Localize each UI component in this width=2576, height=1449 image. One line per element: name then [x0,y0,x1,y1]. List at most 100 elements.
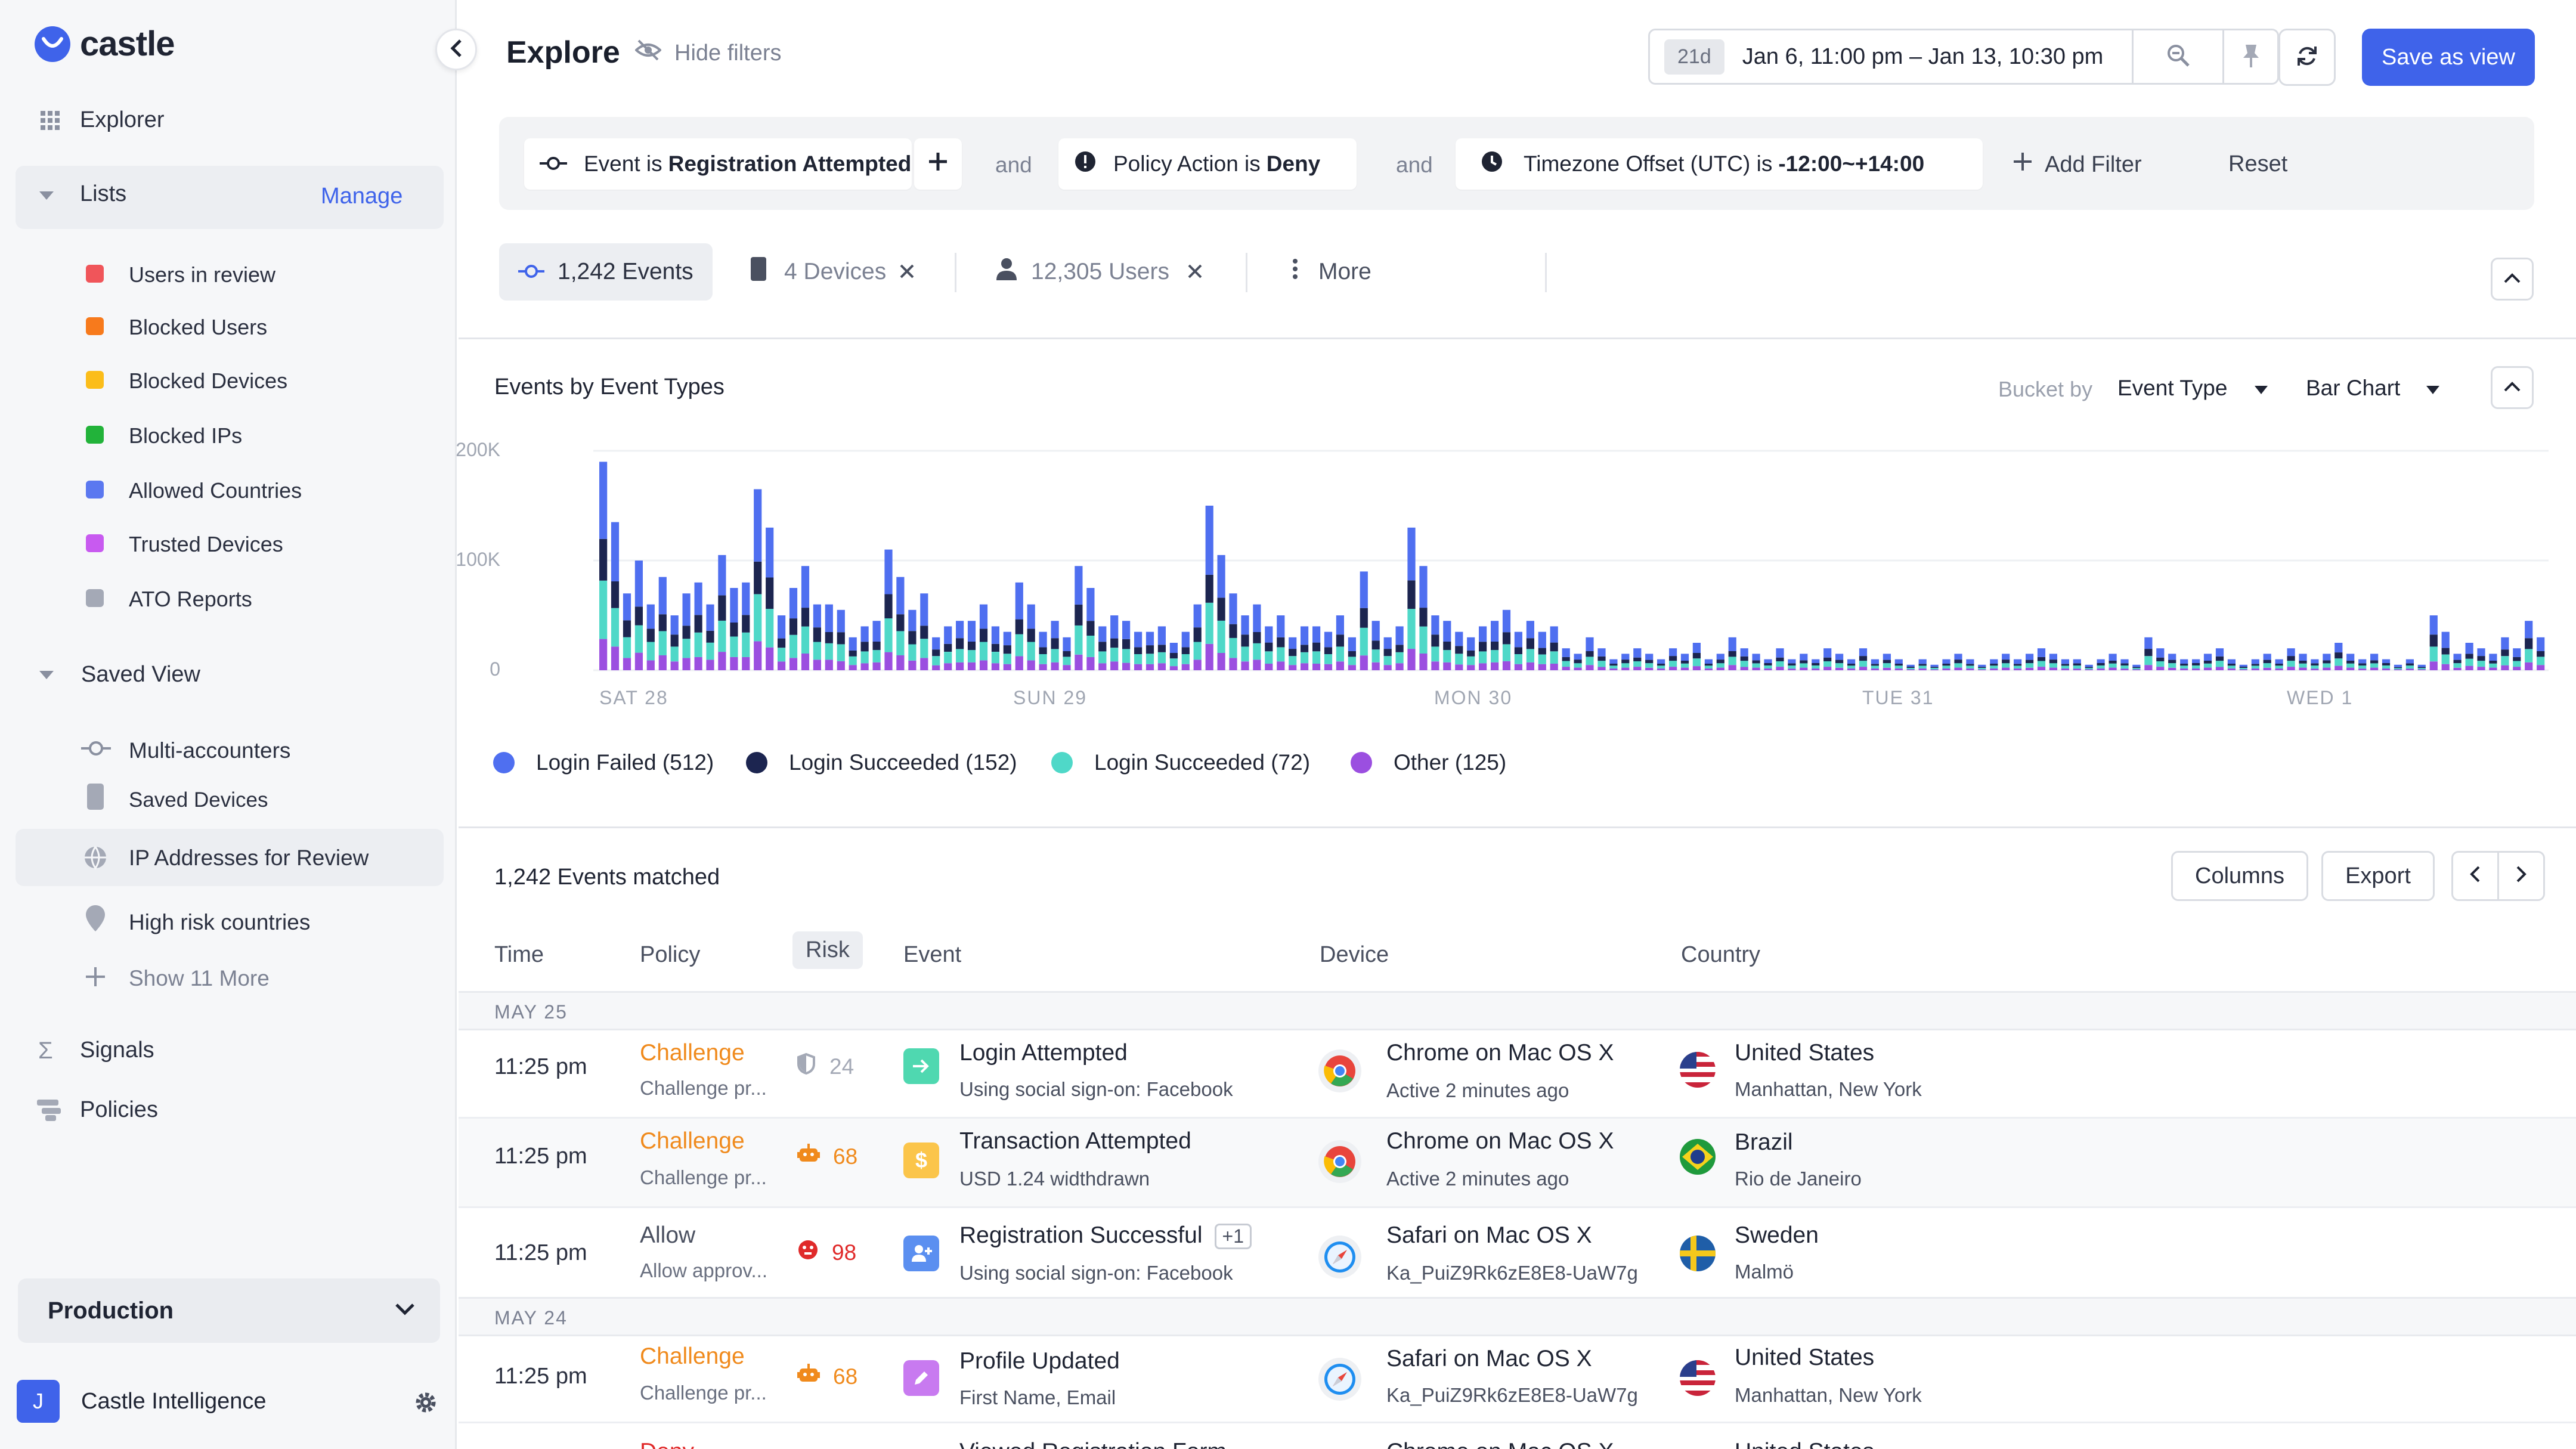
bar-stack[interactable] [1740,648,1748,670]
bar-stack[interactable] [1918,659,1927,670]
column-header-country[interactable]: Country [1681,942,1761,967]
bar-stack[interactable] [1443,621,1451,670]
bar-stack[interactable] [1669,648,1677,670]
date-range-picker[interactable]: 21d Jan 6, 11:00 pm – Jan 13, 10:30 pm [1648,29,2279,85]
bar-stack[interactable] [2203,654,2212,670]
bar-stack[interactable] [2061,659,2069,670]
bar-stack[interactable] [2168,654,2176,670]
bar-stack[interactable] [1169,643,1178,670]
bar-stack[interactable] [1455,631,1463,670]
bar-stack[interactable] [718,555,726,670]
bar-stack[interactable] [694,582,702,670]
bar-stack[interactable] [2215,648,2224,670]
bar-stack[interactable] [920,593,928,670]
more-events-badge[interactable]: +1 [1214,1224,1252,1249]
bar-stack[interactable] [979,604,988,670]
bar-stack[interactable] [2002,654,2010,670]
bar-stack[interactable] [1728,637,1736,670]
bar-stack[interactable] [1704,659,1713,670]
bar-stack[interactable] [2132,664,2141,670]
bar-stack[interactable] [2037,648,2046,670]
list-item[interactable]: ATO Reports [0,575,457,623]
bar-stack[interactable] [1574,654,1582,670]
bar-stack[interactable] [1229,593,1237,670]
bar-stack[interactable] [1597,648,1606,670]
legend-item-login-succeeded-2[interactable]: Login Succeeded (72) [1051,750,1310,775]
close-icon[interactable] [1187,259,1203,285]
bar-stack[interactable] [1383,637,1392,670]
zoom-out-button[interactable] [2132,30,2222,83]
bar-stack[interactable] [789,588,798,670]
bar-stack[interactable] [2334,643,2343,670]
bar-stack[interactable] [2370,654,2379,670]
bar-stack[interactable] [1145,631,1154,670]
bar-stack[interactable] [1217,555,1225,670]
bar-stack[interactable] [1015,582,1023,670]
list-item[interactable]: Blocked Devices [0,357,457,404]
bar-stack[interactable] [2453,654,2462,670]
bar-stack[interactable] [2192,659,2200,670]
bar-stack[interactable] [1157,626,1166,670]
bar-stack[interactable] [1942,659,1950,670]
bar-stack[interactable] [2287,648,2295,670]
column-header-device[interactable]: Device [1320,942,1389,967]
table-row[interactable]: 11:25 pm Challenge Challenge pr... 24 Lo… [459,1030,2576,1119]
bar-stack[interactable] [2085,664,2093,670]
bar-stack[interactable] [2394,664,2402,670]
bar-stack[interactable] [1526,621,1534,670]
bar-stack[interactable] [932,637,940,670]
bar-stack[interactable] [1407,527,1416,670]
bar-stack[interactable] [967,621,976,670]
bar-stack[interactable] [1301,626,1309,670]
bar-stack[interactable] [1051,621,1059,670]
bar-stack[interactable] [1419,566,1428,670]
bar-stack[interactable] [1110,615,1119,670]
bar-stack[interactable] [1906,664,1915,670]
bar-stack[interactable] [2405,659,2414,670]
bar-stack[interactable] [1514,631,1522,670]
bar-stack[interactable] [1835,654,1844,670]
bar-stack[interactable] [1645,654,1654,670]
show-more-link[interactable]: Show 11 More [0,954,457,1002]
bar-stack[interactable] [1692,643,1701,670]
lists-section-header[interactable] [16,166,444,229]
brand-logo[interactable]: castle [35,24,175,64]
bar-stack[interactable] [2323,654,2331,670]
saved-item-ip-addresses[interactable]: IP Addresses for Review [0,832,457,884]
bar-stack[interactable] [1871,659,1879,670]
bar-stack[interactable] [2537,637,2545,670]
bar-stack[interactable] [1039,631,1047,670]
bar-stack[interactable] [1086,588,1095,670]
bar-stack[interactable] [1371,621,1380,670]
bar-stack[interactable] [2429,615,2438,670]
legend-item-other[interactable]: Other (125) [1351,750,1506,775]
reset-filters-button[interactable]: Reset [2228,151,2288,177]
bar-stack[interactable] [1657,659,1665,670]
bar-stack[interactable] [1241,615,1249,670]
collapse-filters-button[interactable] [2491,258,2534,301]
prev-page-button[interactable] [2451,851,2499,901]
bar-stack[interactable] [2311,659,2319,670]
bar-stack[interactable] [1467,637,1475,670]
caret-down-icon[interactable] [38,190,55,202]
add-or-filter-button[interactable] [914,138,962,190]
bar-stack[interactable] [1027,604,1035,670]
bar-stack[interactable] [991,626,999,670]
bar-stack[interactable] [2251,659,2259,670]
bar-stack[interactable] [2144,637,2153,670]
bar-stack[interactable] [778,615,786,670]
bar-stack[interactable] [2180,659,2188,670]
bar-stack[interactable] [1336,615,1344,670]
tab-events[interactable]: 1,242 Events [499,243,713,301]
bar-stack[interactable] [1633,648,1642,670]
list-item[interactable]: Trusted Devices [0,520,457,568]
bar-stack[interactable] [1609,659,1618,670]
collapse-sidebar-button[interactable] [435,29,477,70]
bar-stack[interactable] [1098,626,1107,670]
filter-chip-policy[interactable]: Policy Action is Deny [1058,138,1357,190]
bar-stack[interactable] [860,626,869,670]
org-switcher[interactable]: J Castle Intelligence [17,1380,446,1423]
bar-stack[interactable] [611,522,620,670]
column-header-event[interactable]: Event [903,942,962,967]
bar-stack[interactable] [1954,654,1962,670]
